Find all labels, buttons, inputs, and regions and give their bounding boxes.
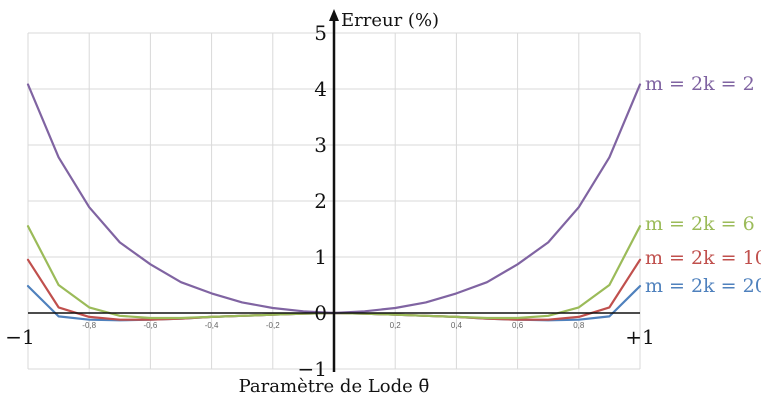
series-label-4: m = 2k = 20 — [645, 275, 761, 297]
series-label-2: m = 2k = 6 — [645, 213, 755, 235]
y-tick-label: 3 — [314, 133, 327, 157]
x-end-label-right: +1 — [625, 325, 654, 349]
series-label-3: m = 2k = 10 — [645, 247, 761, 269]
axes — [28, 9, 640, 372]
y-axis-arrowhead — [329, 9, 339, 21]
x-tick-label: -0,8 — [82, 321, 96, 330]
x-tick-label: 0,6 — [512, 321, 524, 330]
y-tick-label: −1 — [298, 357, 327, 381]
series-label-1: m = 2k = 2 — [645, 73, 755, 95]
x-tick-label: -0,2 — [266, 321, 280, 330]
x-tick-label: -0,6 — [144, 321, 158, 330]
x-tick-label: 0,4 — [451, 321, 463, 330]
x-tick-label: 0,8 — [573, 321, 585, 330]
x-tick-label: 0,2 — [390, 321, 402, 330]
tick-labels: 5 4 3 2 1 0 −1 -0,8 -0,6 -0,4 -0,2 0,2 0,4 0,6 0,8 −1 +1 — [5, 21, 654, 381]
y-axis-label: Erreur (%) — [341, 10, 439, 31]
y-tick-label: 1 — [314, 245, 327, 269]
y-tick-label: 0 — [314, 301, 327, 325]
y-tick-label: 2 — [314, 189, 327, 213]
series-labels: m = 2k = 2 m = 2k = 6 m = 2k = 10 m = 2k = … — [645, 73, 761, 297]
x-tick-label: -0,4 — [205, 321, 219, 330]
x-end-label-left: −1 — [5, 325, 34, 349]
x-axis-label: Paramètre de Lode θ̄ — [239, 376, 430, 397]
y-tick-label: 4 — [314, 77, 327, 101]
y-tick-label: 5 — [314, 21, 327, 45]
